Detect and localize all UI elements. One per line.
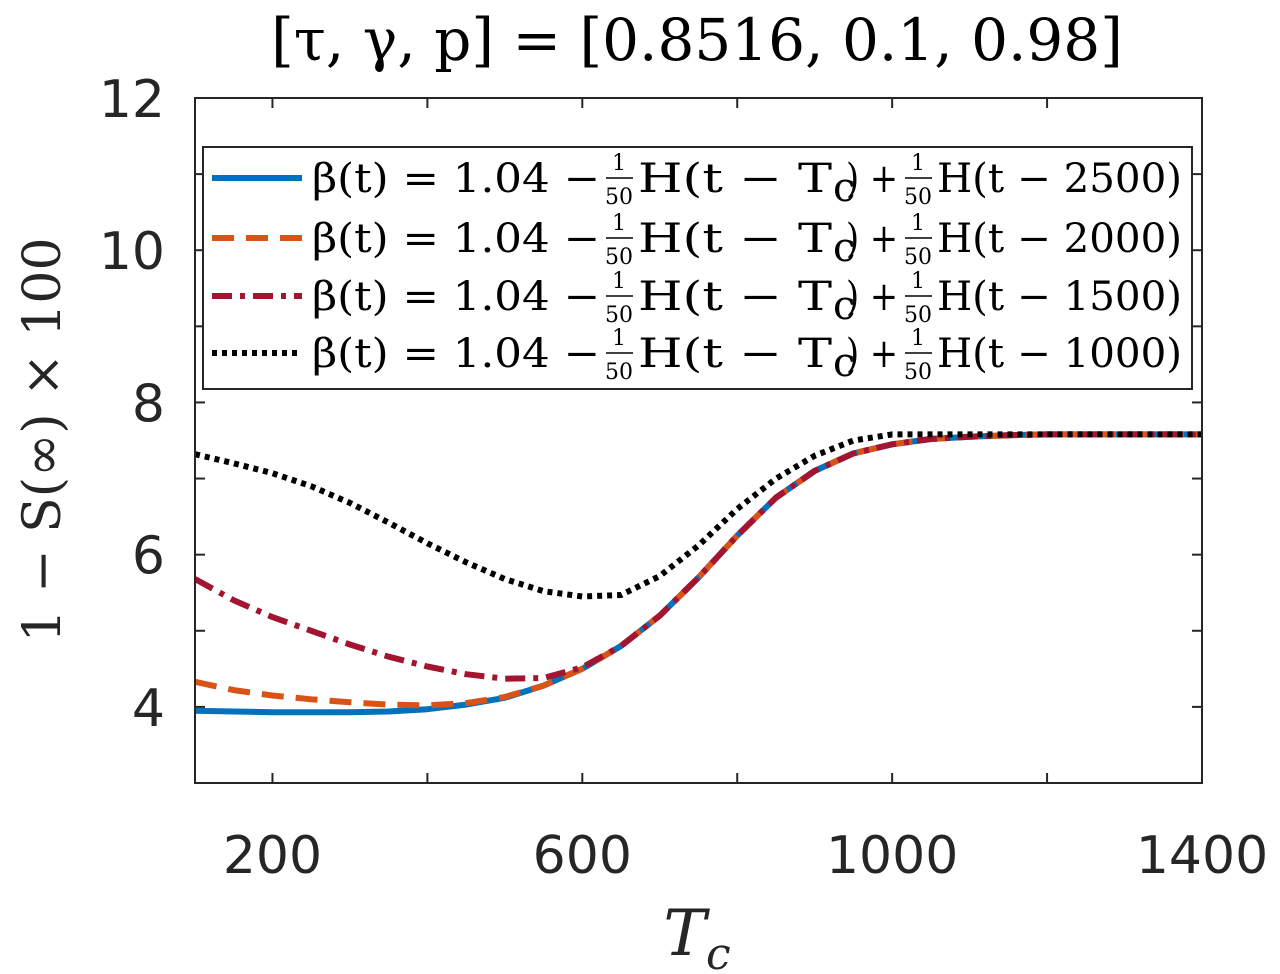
series-line-2 — [195, 431, 1202, 709]
legend-frac-num: 1 — [612, 326, 626, 351]
legend-frac-den: 50 — [904, 245, 932, 270]
legend-text-sub: c — [833, 283, 855, 329]
legend-frac-num: 1 — [911, 211, 925, 236]
x-axis-label-text: Tc — [663, 897, 730, 974]
legend-text-mid: H(t − T — [638, 274, 832, 320]
x-tick-label: 1400 — [1136, 826, 1268, 886]
legend-text-end: H(t − 1500) — [937, 274, 1182, 320]
legend-frac-num: 1 — [612, 269, 626, 294]
legend-frac-num: 1 — [612, 211, 626, 236]
legend-box — [202, 146, 1193, 390]
series-line-3 — [195, 431, 1202, 682]
series-line-4 — [195, 431, 1202, 600]
legend-text-lhs: β(t) = 1.04 − — [312, 274, 600, 320]
y-tick-label: 4 — [132, 679, 165, 739]
y-tick-label: 12 — [99, 70, 165, 130]
legend-frac-den: 50 — [904, 303, 932, 328]
legend-text-op: ) + — [846, 331, 898, 377]
legend-frac-num: 1 — [911, 151, 925, 176]
legend-frac-den: 50 — [605, 245, 633, 270]
y-tick-label: 6 — [132, 527, 165, 587]
plot-area — [195, 431, 1202, 716]
legend-frac-den: 50 — [904, 185, 932, 210]
legend-text-end: H(t − 2000) — [937, 216, 1182, 262]
legend-text-mid: H(t − T — [638, 331, 832, 377]
legend-text-end: H(t − 2500) — [937, 156, 1182, 202]
x-tick-label: 200 — [223, 826, 322, 886]
legend-text-sub: c — [833, 340, 855, 386]
legend-frac-num: 1 — [911, 269, 925, 294]
x-tick-label: 600 — [533, 826, 632, 886]
legend-text-lhs: β(t) = 1.04 − — [312, 331, 600, 377]
legend-text-op: ) + — [846, 216, 898, 262]
legend-text-sub: c — [833, 225, 855, 271]
legend-text-lhs: β(t) = 1.04 − — [312, 156, 600, 202]
chart-title: [τ, γ, p] = [0.8516, 0.1, 0.98] — [271, 6, 1123, 74]
legend-frac-den: 50 — [605, 360, 633, 385]
legend-text-end: H(t − 1000) — [937, 331, 1182, 377]
y-tick-label: 10 — [99, 222, 165, 282]
y-axis-label-text: 1 − S(∞) × 100 — [13, 237, 73, 642]
axes: 200 600 1000 1400 4 6 8 10 12 — [99, 70, 1268, 886]
legend-text-op: ) + — [846, 156, 898, 202]
legend-text-lhs: β(t) = 1.04 − — [312, 216, 600, 262]
legend-frac-den: 50 — [904, 360, 932, 385]
y-tick-label: 8 — [132, 374, 165, 434]
legend-text-mid: H(t − T — [638, 156, 832, 202]
legend-frac-num: 1 — [911, 326, 925, 351]
legend-text-sub: c — [833, 165, 855, 211]
legend-frac-num: 1 — [612, 151, 626, 176]
x-axis-label: Tc — [663, 897, 730, 974]
legend-frac-den: 50 — [605, 185, 633, 210]
y-axis-label: 1 − S(∞) × 100 — [13, 237, 73, 642]
legend-text-mid: H(t − T — [638, 216, 832, 262]
x-tick-label: 1000 — [826, 826, 958, 886]
axes-box — [194, 97, 1203, 784]
legend-frac-den: 50 — [605, 303, 633, 328]
legend-text-op: ) + — [846, 274, 898, 320]
